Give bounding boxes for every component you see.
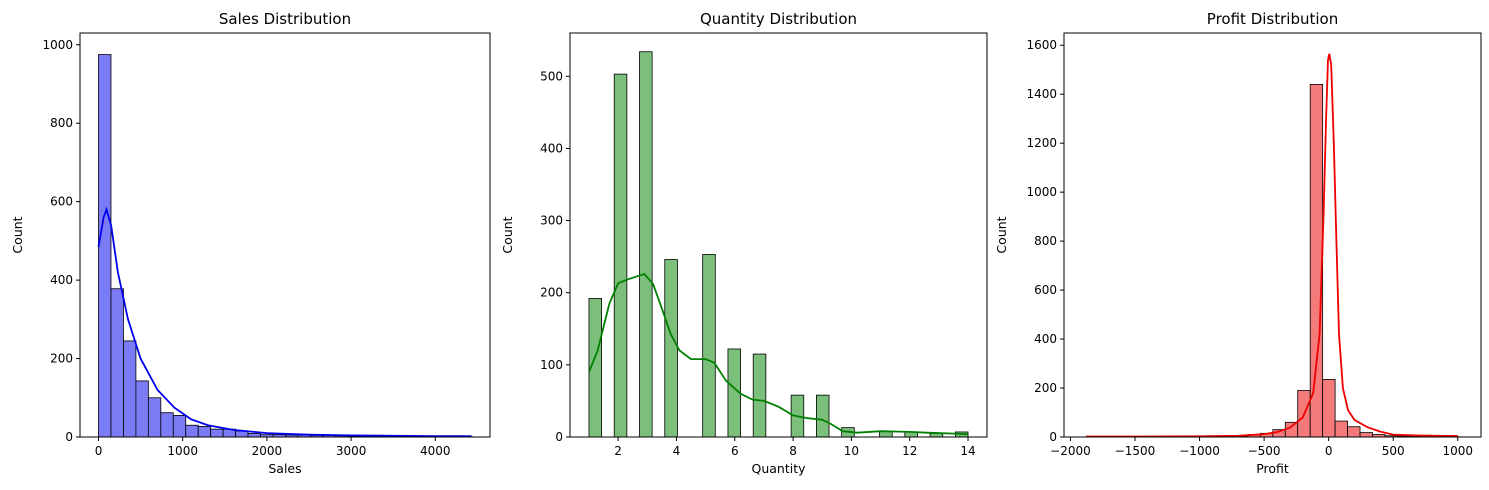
profit-ytick-label: 1200 <box>1026 136 1057 150</box>
profit-xtick-label: −1000 <box>1179 444 1220 458</box>
quantity-ytick-label: 0 <box>555 430 563 444</box>
profit-bar <box>1284 421 1299 438</box>
sales-xtick-label: 2000 <box>252 444 283 458</box>
quantity-xtick-label: 10 <box>844 444 859 458</box>
sales-ytick-label: 800 <box>50 116 73 130</box>
sales-bar <box>247 433 261 438</box>
quantity-ytick-label: 400 <box>540 141 563 155</box>
sales-xtick-label: 4000 <box>420 444 451 458</box>
quantity-bar <box>815 394 830 438</box>
quantity-xtick-label: 4 <box>673 444 681 458</box>
profit-ytick-label: 0 <box>1049 430 1057 444</box>
sales-bar <box>185 424 199 438</box>
sales-bar <box>210 428 224 438</box>
quantity-xtick-label: 2 <box>614 444 622 458</box>
profit-bar <box>1347 426 1361 438</box>
sales-bar <box>110 288 124 438</box>
quantity-xtick-label: 14 <box>960 444 975 458</box>
quantity-xtick-label: 6 <box>731 444 739 458</box>
quantity-kde-line <box>588 272 969 435</box>
quantity-xtick-label: 12 <box>902 444 917 458</box>
profit-ytick-label: 1400 <box>1026 87 1057 101</box>
quantity-bar <box>613 73 628 438</box>
profit-chart-title: Profit Distribution <box>1207 10 1338 28</box>
profit-y-axis-label: Count <box>994 216 1009 253</box>
profit-bar <box>1309 84 1324 438</box>
sales-bar <box>172 415 187 438</box>
sales-bar <box>160 412 174 438</box>
profit-ytick-label: 200 <box>1034 381 1057 395</box>
quantity-y-axis-label: Count <box>500 216 515 253</box>
quantity-bar <box>664 259 678 438</box>
sales-ytick-label: 600 <box>50 195 73 209</box>
profit-ytick-label: 1600 <box>1026 38 1057 52</box>
profit-x-axis-label: Profit <box>1256 461 1289 476</box>
sales-bar <box>123 340 137 438</box>
sales-axes-frame <box>79 32 491 438</box>
sales-bar <box>98 54 112 438</box>
sales-y-axis-label: Count <box>10 216 25 253</box>
sales-xtick-label: 1000 <box>167 444 198 458</box>
sales-x-axis-label: Sales <box>268 461 301 476</box>
sales-xtick-label: 3000 <box>336 444 367 458</box>
quantity-bar <box>702 254 716 438</box>
profit-ytick-label: 400 <box>1034 332 1057 346</box>
profit-axes-frame <box>1063 32 1482 438</box>
sales-chart-title: Sales Distribution <box>219 10 351 28</box>
quantity-bar <box>639 51 653 438</box>
sales-ytick-label: 400 <box>50 273 73 287</box>
profit-xtick-label: 0 <box>1325 444 1333 458</box>
sales-ytick-label: 1000 <box>42 38 73 52</box>
profit-xtick-label: −500 <box>1248 444 1281 458</box>
quantity-x-axis-label: Quantity <box>751 461 806 476</box>
profit-xtick-label: −2000 <box>1050 444 1091 458</box>
profit-chart: −2000 −1500 −1000 −500 0 500 1000 0 200 400 600 800… <box>994 10 1482 476</box>
profit-bar <box>1322 379 1336 438</box>
sales-ytick-label: 200 <box>50 352 73 366</box>
profit-ytick-label: 800 <box>1034 234 1057 248</box>
sales-bar <box>135 380 149 438</box>
quantity-chart: 2 4 6 8 10 12 14 0 100 200 300 400 500 Quantity Distr… <box>500 10 988 476</box>
quantity-axes-frame <box>569 32 988 438</box>
profit-ytick-label: 1000 <box>1026 185 1057 199</box>
profit-xtick-label: −1500 <box>1115 444 1156 458</box>
quantity-ytick-label: 300 <box>540 214 563 228</box>
quantity-ytick-label: 100 <box>540 358 563 372</box>
profit-kde-line <box>1085 53 1458 438</box>
sales-chart: 0 1000 2000 3000 4000 0 200 400 600 800 1000 Sales … <box>10 10 491 476</box>
sales-bar <box>147 397 162 438</box>
sales-xtick-label: 0 <box>95 444 103 458</box>
profit-bar <box>1359 432 1373 438</box>
profit-xtick-label: 1000 <box>1442 444 1473 458</box>
quantity-ytick-label: 500 <box>540 69 563 83</box>
quantity-xtick-label: 8 <box>789 444 797 458</box>
sales-bar <box>197 426 212 438</box>
profit-bar <box>1334 420 1348 438</box>
sales-ytick-label: 0 <box>65 430 73 444</box>
profit-xtick-label: 500 <box>1382 444 1405 458</box>
profit-ytick-label: 600 <box>1034 283 1057 297</box>
quantity-ytick-label: 200 <box>540 286 563 300</box>
sales-kde-line <box>97 206 472 438</box>
quantity-bar <box>752 353 767 438</box>
quantity-chart-title: Quantity Distribution <box>700 10 857 28</box>
